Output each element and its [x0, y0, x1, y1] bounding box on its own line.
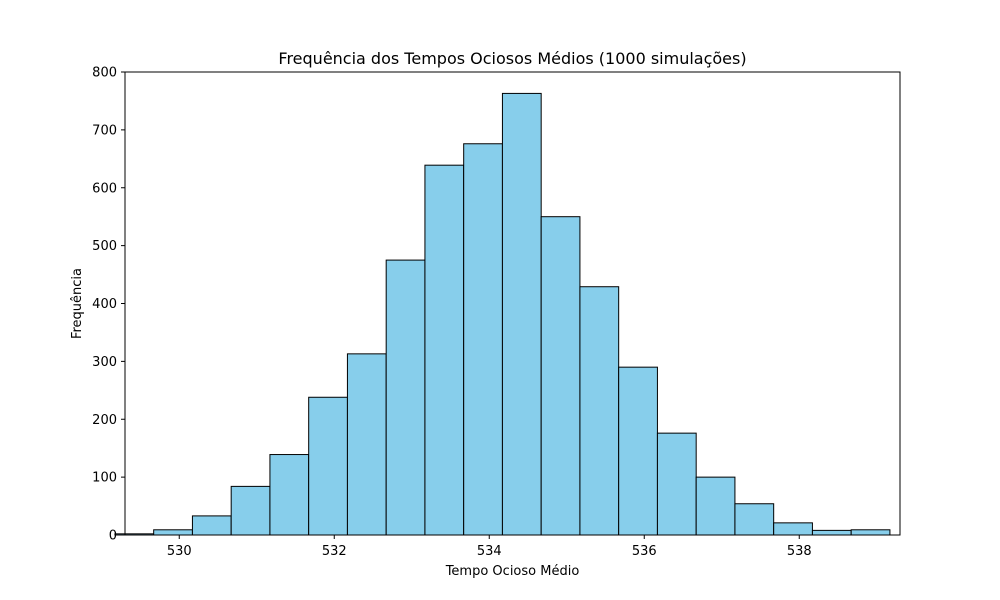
x-tick-label: 530 — [167, 544, 192, 559]
x-tick-label: 536 — [632, 544, 657, 559]
x-axis-ticks: 530 532 534 536 538 — [167, 535, 812, 559]
histogram-bar — [308, 396, 348, 536]
histogram-bar — [346, 353, 387, 536]
bars-group — [114, 92, 891, 536]
histogram-bar — [269, 454, 310, 536]
y-tick-label: 500 — [92, 239, 117, 254]
histogram-bar — [153, 529, 193, 536]
y-tick-label: 200 — [92, 413, 117, 428]
histogram-bar — [656, 432, 697, 536]
y-axis-ticks: 0 100 200 300 400 500 600 700 800 — [92, 66, 125, 544]
histogram-bar — [540, 216, 581, 536]
plot-frame — [124, 71, 901, 536]
y-tick-label: 600 — [92, 181, 117, 196]
histogram-bar — [734, 503, 775, 536]
y-tick-label: 100 — [92, 471, 117, 486]
histogram-bar — [385, 259, 426, 536]
y-tick-label: 800 — [92, 66, 117, 81]
y-axis-label: Frequência — [70, 268, 85, 339]
x-tick-label: 532 — [322, 544, 347, 559]
histogram-bar — [773, 522, 813, 536]
x-tick-label: 538 — [787, 544, 812, 559]
y-tick-label: 300 — [92, 355, 117, 370]
x-axis-label: Tempo Ocioso Médio — [445, 564, 580, 579]
chart-title: Frequência dos Tempos Ociosos Médios (10… — [278, 49, 746, 68]
x-tick-label: 534 — [477, 544, 502, 559]
y-tick-label: 400 — [92, 297, 117, 312]
histogram-bar — [850, 529, 891, 536]
histogram-bar — [695, 476, 736, 536]
histogram-bar — [501, 92, 542, 536]
y-tick-label: 700 — [92, 123, 117, 138]
histogram-bar — [424, 164, 465, 536]
histogram-bar — [191, 515, 232, 536]
histogram-bar — [811, 529, 852, 536]
histogram-bar — [618, 366, 658, 536]
histogram-bar — [579, 286, 620, 536]
histogram-bar — [230, 485, 271, 536]
y-tick-label: 0 — [109, 529, 117, 544]
histogram-bar — [463, 143, 503, 536]
